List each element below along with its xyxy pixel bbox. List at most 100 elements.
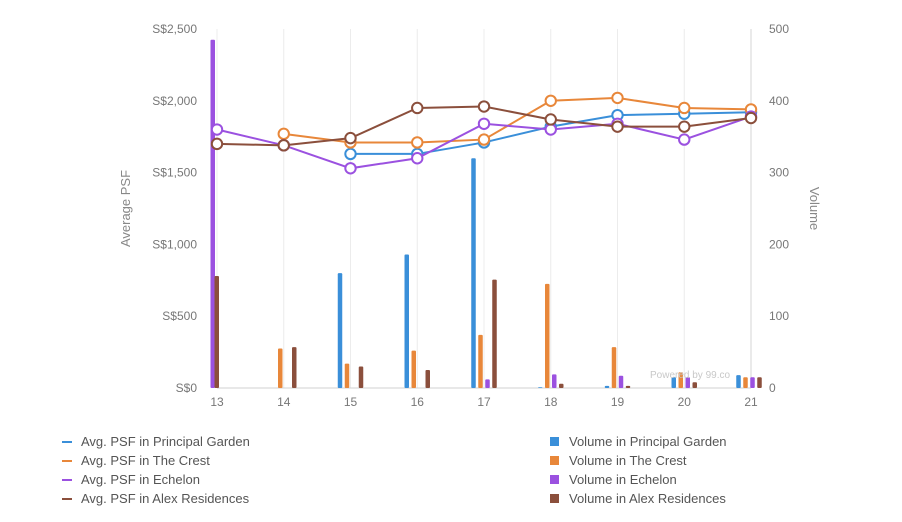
legend-swatch	[62, 497, 72, 500]
volume-bar	[545, 283, 550, 388]
legend-label: Volume in The Crest	[569, 453, 687, 468]
volume-bar	[478, 334, 483, 388]
legend-psf: Avg. PSF in Principal Garden Avg. PSF in …	[62, 432, 250, 508]
psf-point	[678, 120, 691, 133]
volume-bar	[757, 377, 762, 388]
psf-point	[477, 117, 491, 130]
x-tick-label: 13	[210, 395, 224, 409]
volume-bar	[344, 363, 350, 388]
x-tick-label: 21	[744, 395, 758, 409]
legend-item[interactable]: Volume in The Crest	[550, 451, 727, 470]
legend-volume: Volume in Principal Garden Volume in The …	[550, 432, 727, 508]
volume-bar	[692, 382, 697, 388]
psf-point	[678, 133, 691, 146]
psf-point	[277, 127, 290, 141]
y-right-tick-label: 0	[769, 381, 776, 395]
x-tick-label: 20	[678, 395, 692, 409]
psf-point	[544, 123, 557, 136]
psf-point	[611, 120, 624, 133]
volume-bar	[485, 379, 490, 388]
volume-bar	[559, 383, 564, 388]
y-left-axis-title: Average PSF	[118, 170, 133, 247]
y-left-tick-label: S$0	[176, 381, 198, 395]
legend-label: Volume in Alex Residences	[569, 491, 726, 506]
y-left-tick-label: S$2,500	[152, 22, 197, 36]
y-left-tick-label: S$2,000	[152, 94, 197, 108]
legend-swatch	[550, 475, 559, 484]
psf-point	[344, 147, 357, 161]
legend-label: Avg. PSF in Alex Residences	[81, 491, 250, 506]
legend-item[interactable]: Avg. PSF in Principal Garden	[62, 432, 250, 451]
psf-point	[411, 101, 424, 115]
legend-swatch	[550, 456, 559, 465]
volume-bar	[685, 377, 690, 388]
psf-line	[283, 96, 752, 144]
x-tick-label: 19	[611, 395, 625, 409]
y-right-tick-label: 500	[769, 22, 789, 36]
y-right-axis-title: Volume	[807, 187, 822, 230]
legend-label: Avg. PSF in The Crest	[81, 453, 210, 468]
psf-point	[477, 133, 491, 146]
psf-point	[477, 100, 491, 113]
y-right-tick-label: 300	[769, 166, 789, 180]
volume-bar	[538, 387, 543, 388]
volume-bar	[358, 366, 364, 388]
psf-point	[611, 91, 624, 105]
volume-bar	[411, 350, 416, 388]
psf-point	[544, 113, 557, 126]
volume-bar	[611, 347, 617, 388]
legend-label: Avg. PSF in Echelon	[81, 472, 200, 487]
volume-bar	[278, 348, 283, 388]
psf-point	[411, 152, 424, 165]
legend-item[interactable]: Volume in Principal Garden	[550, 432, 727, 451]
credit-text: Powered by 99.co	[650, 370, 730, 381]
x-tick-label: 17	[477, 395, 491, 409]
y-right-tick-label: 100	[769, 309, 789, 323]
volume-bar	[404, 254, 409, 388]
y-left-tick-label: S$1,500	[152, 166, 197, 180]
y-left-tick-label: S$500	[162, 309, 197, 323]
psf-point	[411, 136, 424, 149]
x-tick-label: 14	[277, 395, 291, 409]
volume-bar	[492, 279, 497, 388]
volume-bar	[337, 273, 343, 388]
legend-item[interactable]: Volume in Alex Residences	[550, 489, 727, 508]
x-tick-label: 15	[344, 395, 358, 409]
volume-bar	[625, 385, 631, 388]
psf-point	[210, 137, 224, 151]
psf-point	[678, 101, 691, 115]
legend-item[interactable]: Avg. PSF in Alex Residences	[62, 489, 250, 508]
volume-bar	[743, 377, 748, 388]
legend-label: Volume in Echelon	[569, 472, 677, 487]
y-right-tick-label: 200	[769, 237, 789, 251]
legend-item[interactable]: Volume in Echelon	[550, 470, 727, 489]
volume-bar	[618, 375, 624, 388]
psf-point	[344, 162, 357, 175]
chart: S$0 S$500 S$1,000 S$1,500 S$2,000 S$2,500 0 100…	[118, 22, 822, 409]
volume-bar	[736, 375, 741, 388]
volume-bar	[214, 275, 219, 388]
legend-item[interactable]: Avg. PSF in The Crest	[62, 451, 250, 470]
legend-swatch	[62, 459, 72, 462]
legend-swatch	[62, 478, 72, 481]
volume-bar	[552, 374, 557, 388]
psf-point	[277, 139, 290, 152]
legend-item[interactable]: Avg. PSF in Echelon	[62, 470, 250, 489]
y-right-tick-label: 400	[769, 94, 789, 108]
psf-point	[344, 131, 357, 145]
psf-point	[544, 94, 557, 108]
psf-point	[744, 111, 758, 125]
volume-bar	[750, 377, 755, 388]
volume-bar	[210, 39, 215, 389]
x-tick-label: 18	[544, 395, 558, 409]
volume-bar	[604, 385, 610, 388]
psf-point	[210, 123, 224, 136]
x-tick-label: 16	[411, 395, 425, 409]
volume-bar	[671, 377, 676, 388]
legend-swatch	[62, 440, 72, 443]
volume-bar	[678, 372, 683, 388]
volume-bar	[471, 158, 476, 388]
legend-swatch	[550, 437, 559, 446]
legend-swatch	[550, 494, 559, 503]
volume-bar	[292, 347, 297, 388]
